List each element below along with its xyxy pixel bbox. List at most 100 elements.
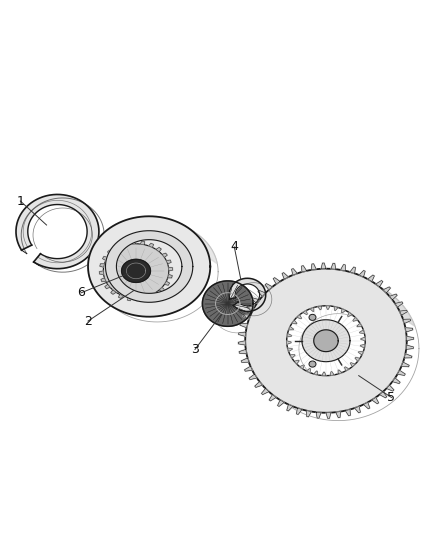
Polygon shape: [326, 413, 331, 418]
Polygon shape: [322, 372, 326, 376]
Polygon shape: [345, 409, 350, 416]
Polygon shape: [168, 274, 172, 278]
Polygon shape: [360, 330, 364, 334]
Polygon shape: [290, 354, 295, 358]
Polygon shape: [240, 324, 247, 328]
Polygon shape: [123, 242, 127, 246]
Polygon shape: [406, 345, 413, 350]
Polygon shape: [406, 336, 414, 341]
Polygon shape: [245, 269, 407, 413]
Polygon shape: [114, 245, 120, 249]
Polygon shape: [398, 370, 405, 375]
Polygon shape: [287, 348, 292, 352]
Polygon shape: [399, 310, 407, 315]
Polygon shape: [404, 354, 412, 358]
Polygon shape: [88, 216, 210, 317]
Text: 3: 3: [191, 343, 199, 356]
Polygon shape: [162, 253, 167, 257]
Polygon shape: [265, 284, 272, 290]
Polygon shape: [336, 411, 340, 418]
Polygon shape: [247, 306, 254, 311]
Polygon shape: [136, 298, 140, 301]
Polygon shape: [103, 244, 169, 298]
Polygon shape: [297, 315, 302, 319]
Polygon shape: [386, 385, 394, 391]
Polygon shape: [239, 350, 247, 354]
Polygon shape: [287, 405, 293, 411]
Polygon shape: [306, 368, 311, 373]
Polygon shape: [350, 362, 355, 367]
Polygon shape: [294, 360, 299, 364]
Polygon shape: [159, 287, 165, 292]
Polygon shape: [287, 341, 291, 344]
Polygon shape: [241, 358, 249, 362]
Polygon shape: [282, 273, 289, 279]
Polygon shape: [101, 278, 106, 282]
Polygon shape: [348, 312, 352, 317]
Polygon shape: [122, 260, 150, 282]
Polygon shape: [350, 267, 356, 273]
Polygon shape: [99, 271, 103, 274]
Text: 5: 5: [388, 391, 396, 404]
Text: 4: 4: [230, 240, 238, 253]
Polygon shape: [238, 341, 245, 345]
Polygon shape: [380, 392, 387, 398]
Polygon shape: [368, 275, 374, 281]
Polygon shape: [239, 332, 246, 336]
Text: 6: 6: [78, 286, 85, 299]
Polygon shape: [355, 358, 360, 361]
Polygon shape: [273, 278, 280, 284]
Polygon shape: [334, 306, 338, 310]
Polygon shape: [303, 311, 307, 314]
Ellipse shape: [309, 314, 316, 320]
Polygon shape: [261, 389, 269, 394]
Polygon shape: [100, 264, 104, 268]
Polygon shape: [314, 330, 338, 352]
Polygon shape: [338, 370, 342, 374]
Polygon shape: [392, 378, 400, 384]
Text: 1: 1: [16, 195, 24, 207]
Polygon shape: [107, 250, 113, 254]
Ellipse shape: [309, 361, 316, 367]
Polygon shape: [340, 264, 345, 271]
Polygon shape: [89, 216, 217, 264]
Polygon shape: [389, 294, 397, 300]
Polygon shape: [229, 278, 266, 311]
Polygon shape: [252, 298, 259, 303]
Polygon shape: [111, 290, 116, 294]
Polygon shape: [406, 328, 413, 332]
Polygon shape: [164, 281, 170, 285]
Polygon shape: [331, 263, 336, 269]
Polygon shape: [342, 309, 346, 313]
Polygon shape: [301, 265, 307, 272]
Polygon shape: [169, 268, 173, 271]
Polygon shape: [292, 269, 297, 275]
Polygon shape: [244, 366, 252, 371]
Polygon shape: [16, 195, 99, 269]
Polygon shape: [321, 263, 326, 269]
Polygon shape: [269, 394, 276, 401]
Polygon shape: [287, 334, 292, 337]
Polygon shape: [278, 400, 284, 407]
Polygon shape: [376, 280, 383, 287]
Polygon shape: [360, 344, 365, 348]
Polygon shape: [314, 371, 318, 375]
Polygon shape: [361, 337, 365, 341]
Polygon shape: [249, 269, 415, 326]
Polygon shape: [148, 244, 154, 247]
Polygon shape: [302, 320, 350, 362]
Polygon shape: [326, 306, 330, 309]
Polygon shape: [289, 327, 293, 330]
Polygon shape: [156, 247, 161, 252]
Polygon shape: [330, 372, 334, 375]
Polygon shape: [292, 320, 297, 324]
Polygon shape: [345, 367, 349, 371]
Polygon shape: [152, 292, 158, 296]
Polygon shape: [166, 260, 171, 264]
Polygon shape: [258, 290, 265, 296]
Polygon shape: [310, 308, 314, 311]
Polygon shape: [383, 287, 391, 293]
Polygon shape: [106, 231, 193, 302]
Polygon shape: [395, 302, 403, 307]
Polygon shape: [105, 285, 110, 288]
